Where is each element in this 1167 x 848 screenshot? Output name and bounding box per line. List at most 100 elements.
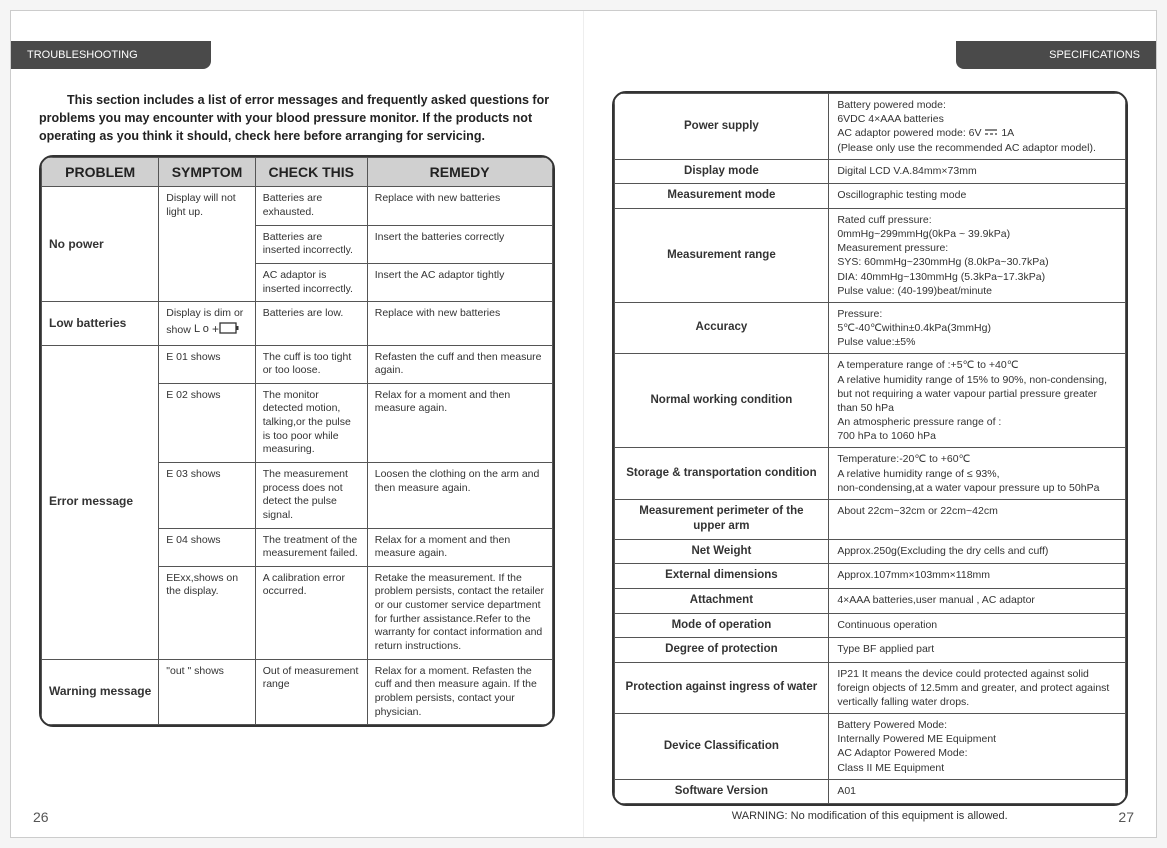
troubleshooting-body: No power Display will not light up. Batt…: [42, 187, 553, 725]
cell-symptom: E 04 shows: [159, 528, 255, 566]
cell-problem: Low batteries: [42, 302, 159, 345]
spec-label: Accuracy: [614, 302, 829, 354]
cell-symptom: E 02 shows: [159, 383, 255, 462]
col-remedy: REMEDY: [367, 158, 552, 187]
spec-label: Power supply: [614, 94, 829, 160]
cell-symptom: Display is dim or show L o +: [159, 302, 255, 345]
cell-remedy: Insert the AC adaptor tightly: [367, 263, 552, 301]
spec-label: Measurement mode: [614, 184, 829, 209]
spec-label: Storage & transportation condition: [614, 448, 829, 500]
spec-label: Net Weight: [614, 539, 829, 564]
col-problem: PROBLEM: [42, 158, 159, 187]
col-check: CHECK THIS: [255, 158, 367, 187]
cell-problem: Error message: [42, 345, 159, 659]
spec-value: Rated cuff pressure:0mmHg~299mmHg(0kPa ~…: [829, 208, 1126, 302]
cell-remedy: Replace with new batteries: [367, 302, 552, 345]
spec-value: A temperature range of :+5℃ to +40℃A rel…: [829, 354, 1126, 448]
cell-check: Batteries are low.: [255, 302, 367, 345]
spec-row: Attachment4×AAA batteries,user manual , …: [614, 589, 1126, 614]
cell-symptom: "out " shows: [159, 659, 255, 725]
spec-value: IP21 It means the device could protected…: [829, 662, 1126, 714]
spec-value: A01: [829, 779, 1126, 804]
cell-problem: Warning message: [42, 659, 159, 725]
spec-label: Protection against ingress of water: [614, 662, 829, 714]
spec-label: Degree of protection: [614, 638, 829, 663]
spec-row: Degree of protectionType BF applied part: [614, 638, 1126, 663]
spec-value: 4×AAA batteries,user manual , AC adaptor: [829, 589, 1126, 614]
spec-row: Mode of operationContinuous operation: [614, 613, 1126, 638]
spec-row: Net WeightApprox.250g(Excluding the dry …: [614, 539, 1126, 564]
spec-label: Measurement perimeter of the upper arm: [614, 499, 829, 539]
page-spread: TROUBLESHOOTING This section includes a …: [10, 10, 1157, 838]
cell-remedy: Relax for a moment and then measure agai…: [367, 383, 552, 462]
specifications-body: Power supplyBattery powered mode:6VDC 4×…: [614, 94, 1126, 804]
cell-check: The measurement process does not detect …: [255, 462, 367, 528]
cell-remedy: Relax for a moment and then measure agai…: [367, 528, 552, 566]
warning-text: WARNING: No modification of this equipme…: [612, 810, 1129, 822]
dc-symbol-icon: [984, 126, 998, 140]
cell-symptom: EExx,shows on the display.: [159, 566, 255, 659]
right-page: SPECIFICATIONS Power supplyBattery power…: [584, 11, 1157, 837]
cell-check: The treatment of the measurement failed.: [255, 528, 367, 566]
spec-value: Type BF applied part: [829, 638, 1126, 663]
spec-label: Software Version: [614, 779, 829, 804]
table-row: No power Display will not light up. Batt…: [42, 187, 553, 225]
svg-text:+: +: [212, 322, 219, 335]
troubleshooting-table-wrap: PROBLEM SYMPTOM CHECK THIS REMEDY No pow…: [39, 155, 555, 727]
spec-label: External dimensions: [614, 564, 829, 589]
low-battery-icon: L o +: [194, 321, 240, 340]
spec-value: Battery Powered Mode:Internally Powered …: [829, 714, 1126, 780]
spec-row: External dimensionsApprox.107mm×103mm×11…: [614, 564, 1126, 589]
cell-check: Out of measurement range: [255, 659, 367, 725]
troubleshooting-table: PROBLEM SYMPTOM CHECK THIS REMEDY No pow…: [41, 157, 553, 725]
cell-remedy: Relax for a moment. Refasten the cuff an…: [367, 659, 552, 725]
cell-check: The cuff is too tight or too loose.: [255, 345, 367, 383]
col-symptom: SYMPTOM: [159, 158, 255, 187]
cell-symptom: E 01 shows: [159, 345, 255, 383]
table-row: Low batteries Display is dim or show L o…: [42, 302, 553, 345]
cell-check: The monitor detected motion, talking,or …: [255, 383, 367, 462]
section-tab-specifications: SPECIFICATIONS: [956, 41, 1156, 69]
cell-remedy: Refasten the cuff and then measure again…: [367, 345, 552, 383]
table-row: Error message E 01 shows The cuff is too…: [42, 345, 553, 383]
spec-value: Pressure:5℃-40℃within±0.4kPa(3mmHg)Pulse…: [829, 302, 1126, 354]
spec-label: Mode of operation: [614, 613, 829, 638]
cell-check: Batteries are inserted incorrectly.: [255, 225, 367, 263]
spec-label: Normal working condition: [614, 354, 829, 448]
cell-problem: No power: [42, 187, 159, 302]
spec-label: Attachment: [614, 589, 829, 614]
cell-remedy: Replace with new batteries: [367, 187, 552, 225]
spec-row: Storage & transportation conditionTemper…: [614, 448, 1126, 500]
spec-row: Device ClassificationBattery Powered Mod…: [614, 714, 1126, 780]
spec-row: Measurement perimeter of the upper armAb…: [614, 499, 1126, 539]
cell-remedy: Retake the measurement. If the problem p…: [367, 566, 552, 659]
spec-row: Display modeDigital LCD V.A.84mm×73mm: [614, 159, 1126, 184]
specifications-table: Power supplyBattery powered mode:6VDC 4×…: [614, 93, 1127, 804]
cell-remedy: Loosen the clothing on the arm and then …: [367, 462, 552, 528]
page-number-left: 26: [33, 809, 49, 825]
page-number-right: 27: [1118, 809, 1134, 825]
spec-value: Oscillographic testing mode: [829, 184, 1126, 209]
svg-text:L o: L o: [194, 323, 209, 335]
left-page: TROUBLESHOOTING This section includes a …: [11, 11, 584, 837]
cell-remedy: Insert the batteries correctly: [367, 225, 552, 263]
spec-row: Power supplyBattery powered mode:6VDC 4×…: [614, 94, 1126, 160]
spec-row: Measurement rangeRated cuff pressure:0mm…: [614, 208, 1126, 302]
spec-row: AccuracyPressure:5℃-40℃within±0.4kPa(3mm…: [614, 302, 1126, 354]
spec-row: Normal working conditionA temperature ra…: [614, 354, 1126, 448]
spec-value: About 22cm~32cm or 22cm~42cm: [829, 499, 1126, 539]
spec-label: Measurement range: [614, 208, 829, 302]
spec-label: Device Classification: [614, 714, 829, 780]
spec-value: Digital LCD V.A.84mm×73mm: [829, 159, 1126, 184]
spec-row: Protection against ingress of waterIP21 …: [614, 662, 1126, 714]
spec-row: Software VersionA01: [614, 779, 1126, 804]
spec-value: Approx.250g(Excluding the dry cells and …: [829, 539, 1126, 564]
cell-check: A calibration error occurred.: [255, 566, 367, 659]
cell-symptom: Display will not light up.: [159, 187, 255, 302]
spec-row: Measurement modeOscillographic testing m…: [614, 184, 1126, 209]
specifications-table-wrap: Power supplyBattery powered mode:6VDC 4×…: [612, 91, 1129, 806]
spec-value: Battery powered mode:6VDC 4×AAA batterie…: [829, 94, 1126, 160]
table-row: Warning message "out " shows Out of meas…: [42, 659, 553, 725]
section-tab-troubleshooting: TROUBLESHOOTING: [11, 41, 211, 69]
cell-check: Batteries are exhausted.: [255, 187, 367, 225]
